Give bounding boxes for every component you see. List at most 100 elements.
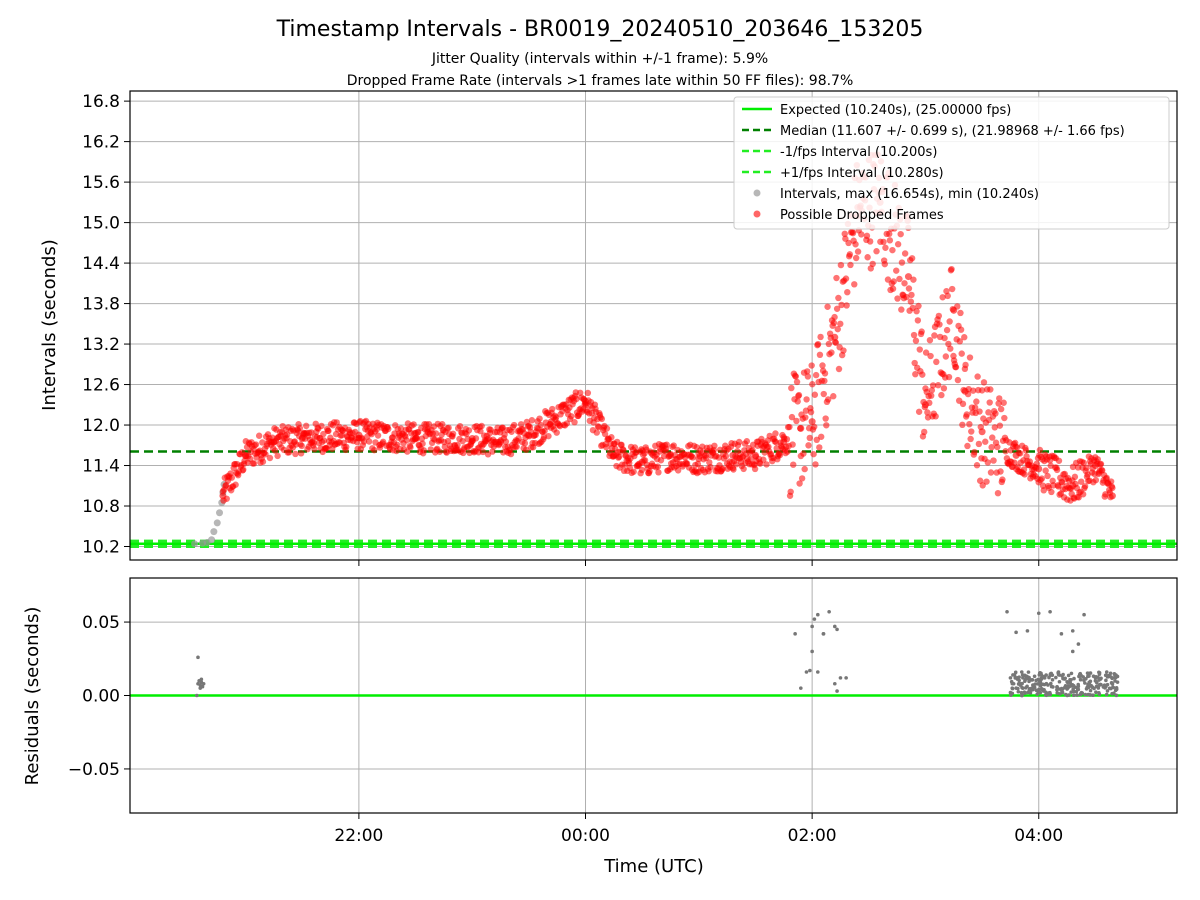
dropped-frame-point — [849, 229, 857, 237]
dropped-frame-point — [788, 384, 795, 392]
dropped-frame-point — [646, 468, 653, 475]
residual-point — [1019, 693, 1024, 698]
dropped-frame-point — [1094, 456, 1101, 463]
dropped-frame-point — [889, 246, 896, 254]
residual-point — [1055, 691, 1060, 695]
dropped-frame-point — [889, 285, 897, 292]
dropped-frame-point — [971, 448, 978, 456]
dropped-frame-point — [996, 395, 1003, 402]
dropped-frame-point — [707, 463, 714, 471]
residual-point — [1076, 642, 1081, 646]
dropped-frame-point — [790, 461, 797, 468]
residual-point — [1032, 674, 1037, 679]
dropped-frame-point — [371, 446, 378, 454]
interval-point — [210, 528, 218, 536]
residual-point — [1044, 673, 1048, 677]
interval-point — [208, 536, 216, 544]
dropped-frame-point — [827, 334, 834, 342]
dropped-frame-point — [821, 370, 829, 377]
residual-point — [1066, 673, 1071, 678]
dropped-frame-point — [308, 429, 315, 436]
dropped-frame-point — [797, 425, 804, 432]
dropped-frame-point — [908, 291, 915, 299]
dropped-frame-point — [804, 373, 812, 380]
dropped-frame-point — [847, 261, 854, 269]
intervals-y-tick-label: 13.8 — [82, 295, 120, 315]
dropped-frame-point — [976, 408, 983, 415]
dropped-frame-point — [794, 398, 801, 405]
dropped-frame-point — [844, 288, 851, 296]
residual-point — [1054, 675, 1058, 680]
dropped-frame-point — [601, 430, 609, 438]
residual-point — [1096, 686, 1101, 690]
dropped-frame-point — [702, 454, 710, 462]
dropped-frame-point — [992, 410, 999, 417]
dropped-frame-point — [881, 260, 888, 268]
dropped-frame-point — [478, 422, 485, 430]
residual-point — [1023, 679, 1027, 683]
dropped-frame-point — [537, 421, 545, 429]
dropped-frame-point — [858, 231, 865, 238]
legend-label-median: Median (11.607 +/- 0.699 s), (21.98968 +… — [780, 124, 1125, 139]
dropped-frame-point — [819, 362, 826, 369]
dropped-frame-point — [1020, 466, 1028, 473]
residual-point — [1104, 673, 1109, 678]
residual-point — [1078, 677, 1083, 682]
residual-point — [1026, 670, 1031, 674]
intervals-y-tick-label: 10.2 — [82, 538, 120, 558]
dropped-frame-point — [796, 480, 803, 487]
intervals-y-tick-label: 16.2 — [82, 133, 120, 153]
dropped-frame-point — [940, 385, 948, 392]
residual-point — [1016, 686, 1020, 691]
dropped-frame-point — [654, 463, 662, 470]
dropped-frame-point — [901, 250, 909, 257]
dropped-frame-point — [365, 438, 373, 445]
residual-point — [1055, 685, 1059, 690]
dropped-frame-point — [419, 440, 426, 447]
dropped-frame-point — [568, 413, 575, 420]
dropped-frame-point — [911, 359, 918, 367]
dropped-frame-point — [449, 430, 457, 437]
dropped-frame-point — [921, 403, 929, 411]
residual-point — [1019, 690, 1024, 695]
residual-point — [1083, 681, 1087, 685]
residual-point — [1049, 681, 1053, 686]
dropped-frame-point — [833, 274, 840, 282]
dropped-frame-point — [228, 474, 236, 481]
residual-point — [1016, 682, 1021, 686]
residual-point — [1041, 675, 1045, 680]
residual-point — [1005, 609, 1009, 614]
dropped-frame-point — [608, 434, 615, 441]
dropped-frame-point — [996, 422, 1004, 429]
dropped-frame-point — [513, 443, 520, 450]
dropped-frame-point — [303, 422, 310, 430]
dropped-frame-point — [1089, 465, 1096, 472]
residual-point — [1056, 670, 1061, 674]
legend-entry-minus-fps: -1/fps Interval (10.200s) — [742, 145, 937, 160]
dropped-frame-point — [465, 427, 473, 434]
dropped-frame-point — [910, 276, 917, 283]
dropped-frame-point — [1021, 471, 1028, 478]
dropped-frame-point — [824, 303, 831, 310]
dropped-frame-point — [1083, 464, 1090, 472]
dropped-frame-point — [805, 442, 812, 449]
residual-point — [1099, 676, 1103, 681]
dropped-frame-point — [298, 442, 305, 450]
dropped-frame-point — [933, 358, 940, 366]
residual-point — [198, 686, 203, 690]
dropped-frame-point — [935, 312, 943, 320]
dropped-frame-point — [999, 476, 1006, 483]
dropped-frame-point — [987, 469, 995, 476]
dropped-frame-point — [266, 454, 274, 462]
dropped-frame-point — [921, 428, 928, 436]
dropped-frame-point — [851, 281, 858, 288]
residuals-y-tick-label: −0.05 — [68, 760, 120, 780]
dropped-frame-point — [811, 391, 819, 398]
dropped-frame-point — [798, 475, 806, 482]
interval-point — [216, 509, 224, 517]
residual-point — [1019, 670, 1024, 674]
dropped-frame-point — [852, 254, 860, 262]
residual-point — [844, 676, 848, 680]
dropped-frame-point — [571, 418, 578, 426]
dropped-frame-point — [795, 391, 803, 399]
